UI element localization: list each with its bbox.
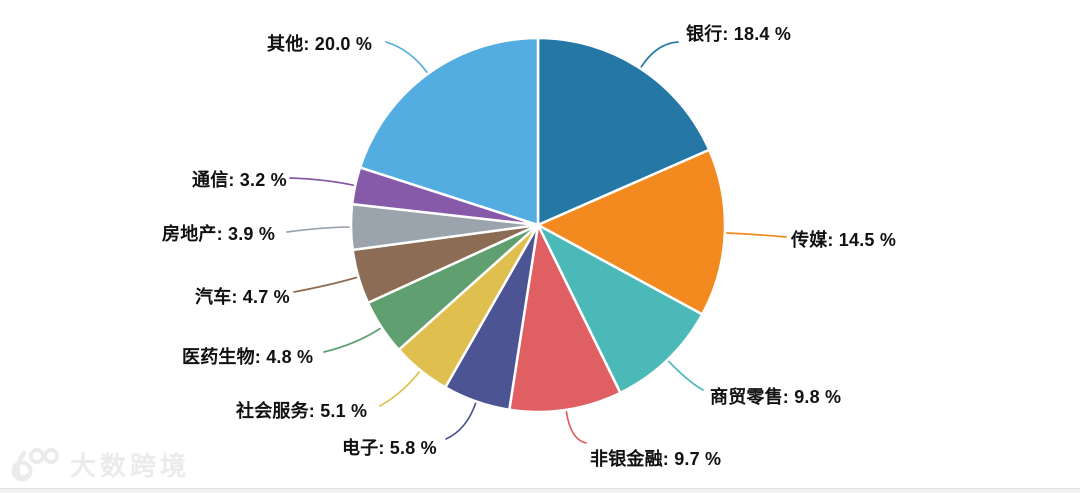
watermark-text: 大数跨境 xyxy=(70,451,191,481)
pie-slice-retail xyxy=(536,223,704,395)
pie-label-real-estate: 房地产: 3.9 % xyxy=(162,224,276,244)
brand-logo-icon xyxy=(11,447,59,481)
watermark: 大数跨境 xyxy=(10,446,190,483)
pie-label-nonbank-finance: 非银金融: 9.7 % xyxy=(590,449,722,469)
leader-line-bank xyxy=(640,41,679,68)
pie-label-telecom: 通信: 3.2 % xyxy=(192,170,287,190)
bottom-divider xyxy=(0,488,1080,493)
leader-line-media xyxy=(725,232,787,238)
pie-slice-media xyxy=(536,148,727,316)
leader-line-retail xyxy=(667,360,704,391)
pie-label-bank: 银行: 18.4 % xyxy=(686,24,792,44)
pie-label-electronics: 电子: 5.8 % xyxy=(342,438,437,458)
leader-line-auto xyxy=(293,276,358,293)
pie-label-other: 其他: 20.0 % xyxy=(267,34,373,54)
leader-line-pharma-bio xyxy=(323,327,381,353)
leader-line-nonbank-finance xyxy=(565,411,587,444)
pie-slice-bank xyxy=(536,36,711,227)
pie-label-media: 传媒: 14.5 % xyxy=(791,230,897,250)
leader-line-social-services xyxy=(379,371,421,407)
pie-slice-nonbank-finance xyxy=(508,223,622,414)
leader-line-other xyxy=(385,41,428,74)
leader-line-real-estate xyxy=(286,226,350,233)
pie-label-auto: 汽车: 4.7 % xyxy=(195,287,290,307)
pie-slice-other xyxy=(358,36,540,227)
pie-label-retail: 商贸零售: 9.8 % xyxy=(710,387,842,407)
pie-label-pharma-bio: 医药生物: 4.8 % xyxy=(182,347,314,367)
pie-label-social-services: 社会服务: 5.1 % xyxy=(236,401,368,421)
leader-line-telecom xyxy=(289,177,355,187)
leader-line-electronics xyxy=(445,402,477,440)
